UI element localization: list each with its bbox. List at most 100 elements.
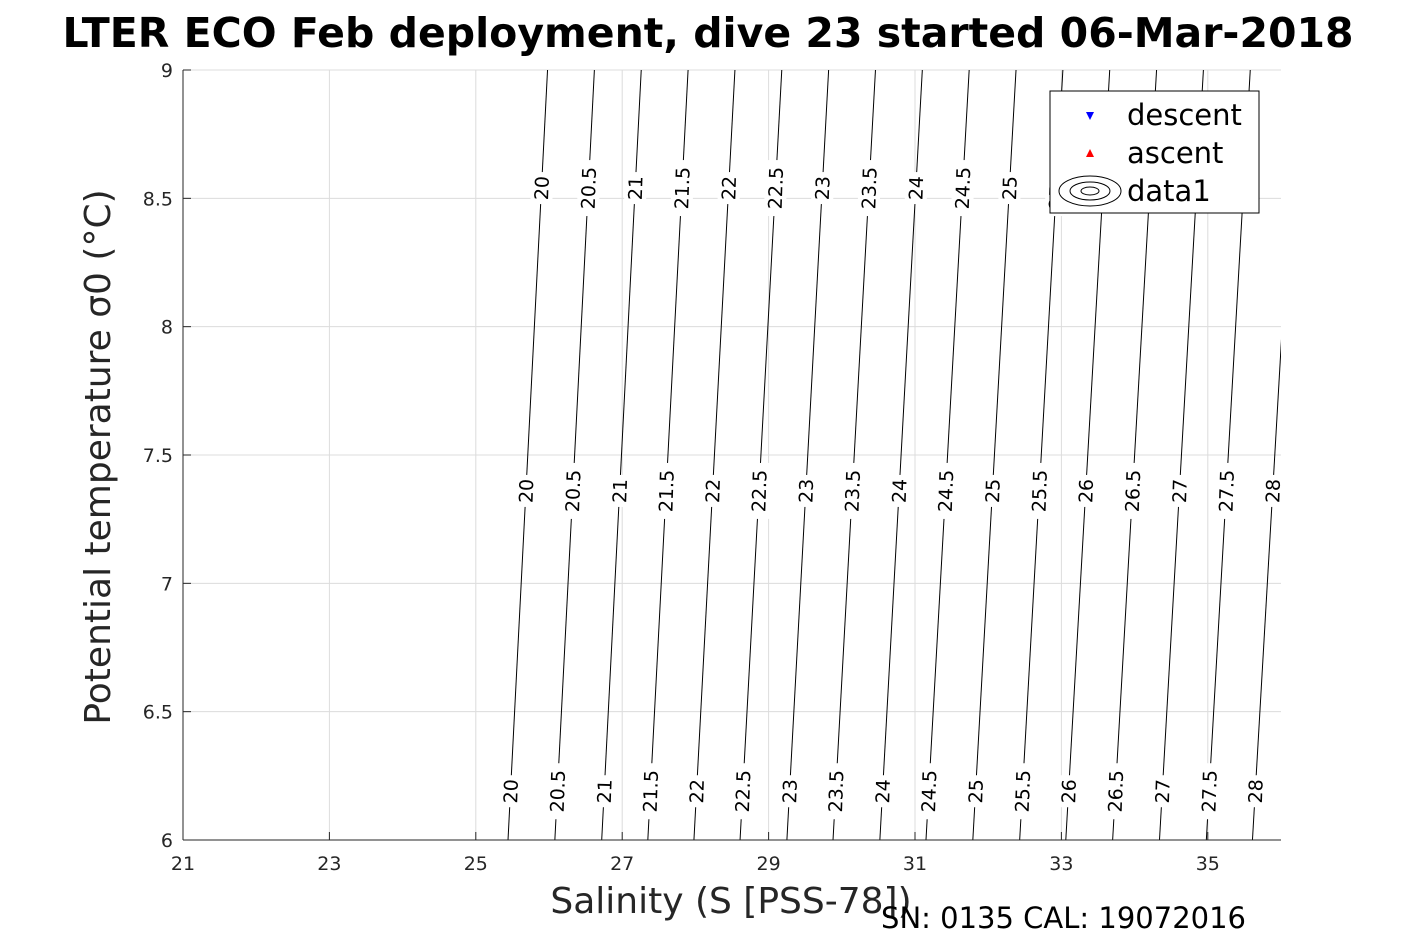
contour-label-gap — [857, 160, 880, 217]
contour-label: 26.5 — [1122, 469, 1145, 512]
legend-box — [1049, 90, 1260, 214]
contour-line-28 — [1251, 339, 1281, 840]
contour-label-gap — [1244, 775, 1267, 808]
contour-label-gap — [824, 763, 847, 820]
contour-label-gap — [1168, 474, 1191, 507]
contour-label: 22.5 — [732, 770, 755, 813]
legend: descent ascent data1 — [1049, 90, 1260, 214]
y-tick-label: 8.5 — [143, 188, 173, 210]
chart-title: LTER ECO Feb deployment, dive 23 started… — [62, 9, 1353, 57]
contour-label: 24.5 — [952, 167, 975, 210]
y-tick-label: 6 — [161, 830, 173, 852]
contour-label-gap — [701, 474, 724, 507]
contour-label: 21.5 — [640, 770, 663, 813]
y-tick-label: 9 — [161, 60, 173, 82]
contour-label: 27.5 — [1198, 770, 1221, 813]
contour-label: 22 — [702, 478, 725, 503]
contour-label-gap — [670, 160, 693, 217]
contour-label: 24 — [889, 478, 912, 503]
contour-label: 20.5 — [562, 469, 585, 512]
contour-label: 25 — [965, 779, 988, 804]
contour-label-gap — [1121, 462, 1144, 519]
x-tick-label: 25 — [464, 853, 488, 875]
contour-label: 24.5 — [918, 770, 941, 813]
axes — [182, 69, 1281, 841]
contour-label: 27 — [1169, 478, 1192, 503]
contour-label: 22.5 — [765, 167, 788, 210]
contour-label: 27.5 — [1216, 469, 1239, 512]
contour-label-gap — [1261, 474, 1284, 507]
contour-label-gap — [998, 172, 1021, 205]
contour-label-gap — [794, 474, 817, 507]
legend-descent-marker — [1086, 112, 1094, 120]
contour-label-gap — [904, 172, 927, 205]
x-axis-label: Salinity (S [PSS-78]) — [550, 881, 911, 922]
contour-label-gap — [981, 474, 1004, 507]
contour-label-gap — [747, 462, 770, 519]
contour-label-gap — [1198, 763, 1221, 820]
contour-label: 24 — [905, 176, 928, 201]
contour-label-gap — [778, 775, 801, 808]
contour-label: 23.5 — [825, 770, 848, 813]
contour-labels: 20 20.5 21 21.5 22 22.5 23 23.5 24 24.5 25 25.5 26 26… — [499, 160, 1285, 820]
serial-calibration-text: SN: 0135 CAL: 19072016 — [881, 901, 1246, 935]
contour-label-gap — [1215, 462, 1238, 519]
y-tick-label: 7 — [161, 573, 173, 595]
contour-label: 26 — [1058, 779, 1081, 804]
contour-label: 23 — [795, 478, 818, 503]
contour-label: 20 — [500, 779, 523, 804]
contour-label-gap — [639, 763, 662, 820]
contour-label: 21.5 — [671, 167, 694, 210]
contour-label: 25.5 — [1012, 770, 1035, 813]
tick-labels: 21 23 25 27 29 31 33 35 6 6.5 7 7.5 8 8.5 9 — [143, 60, 1220, 875]
contour-label-gap — [624, 172, 647, 205]
contour-label-gap — [934, 462, 957, 519]
contour-label-gap — [764, 160, 787, 217]
legend-ascent-label: ascent — [1127, 136, 1223, 170]
legend-data1-contour-icon — [1058, 175, 1122, 207]
contour-label: 21 — [609, 478, 632, 503]
contour-label-gap — [499, 775, 522, 808]
contour-label-gap — [951, 160, 974, 217]
contour-label: 24 — [872, 779, 895, 804]
contour-label: 23.5 — [842, 469, 865, 512]
contour-label-gap — [514, 474, 537, 507]
contour-label-gap — [655, 462, 678, 519]
contour-label: 23 — [812, 176, 835, 201]
contour-label-gap — [1057, 775, 1080, 808]
contour-label: 28 — [1245, 779, 1268, 804]
contour-label-gap — [561, 462, 584, 519]
contour-label-gap — [608, 474, 631, 507]
contour-label: 20.5 — [578, 167, 601, 210]
y-axis-label: Potential temperature σ0 (°C) — [78, 189, 119, 724]
contour-label: 20 — [531, 176, 554, 201]
x-tick-label: 29 — [757, 853, 781, 875]
y-tick-label: 8 — [161, 317, 173, 339]
contour-label-gap — [1011, 763, 1034, 820]
contour-label: 25 — [999, 176, 1022, 201]
contour-label-gap — [841, 462, 864, 519]
contour-label: 21.5 — [655, 469, 678, 512]
contour-label: 21 — [594, 779, 617, 804]
contour-label: 20 — [516, 478, 539, 503]
contour-label-gap — [1074, 474, 1097, 507]
contour-label: 24.5 — [935, 469, 958, 512]
legend-ascent-marker — [1086, 149, 1094, 157]
contour-label: 22 — [718, 176, 741, 201]
contour-label-gap — [530, 172, 553, 205]
contour-label: 27 — [1152, 779, 1175, 804]
x-tick-label: 27 — [610, 853, 634, 875]
contour-label: 22.5 — [748, 469, 771, 512]
contour-label: 25.5 — [1029, 469, 1052, 512]
y-tick-label: 7.5 — [143, 445, 173, 467]
contour-label-gap — [593, 775, 616, 808]
x-tick-label: 23 — [317, 853, 341, 875]
contour-label-gap — [871, 775, 894, 808]
x-tick-label: 35 — [1196, 853, 1220, 875]
x-tick-label: 33 — [1049, 853, 1073, 875]
contour-label: 26 — [1075, 478, 1098, 503]
contour-label: 28 — [1262, 478, 1285, 503]
contour-label-gap — [964, 775, 987, 808]
contour-label: 20.5 — [547, 770, 570, 813]
